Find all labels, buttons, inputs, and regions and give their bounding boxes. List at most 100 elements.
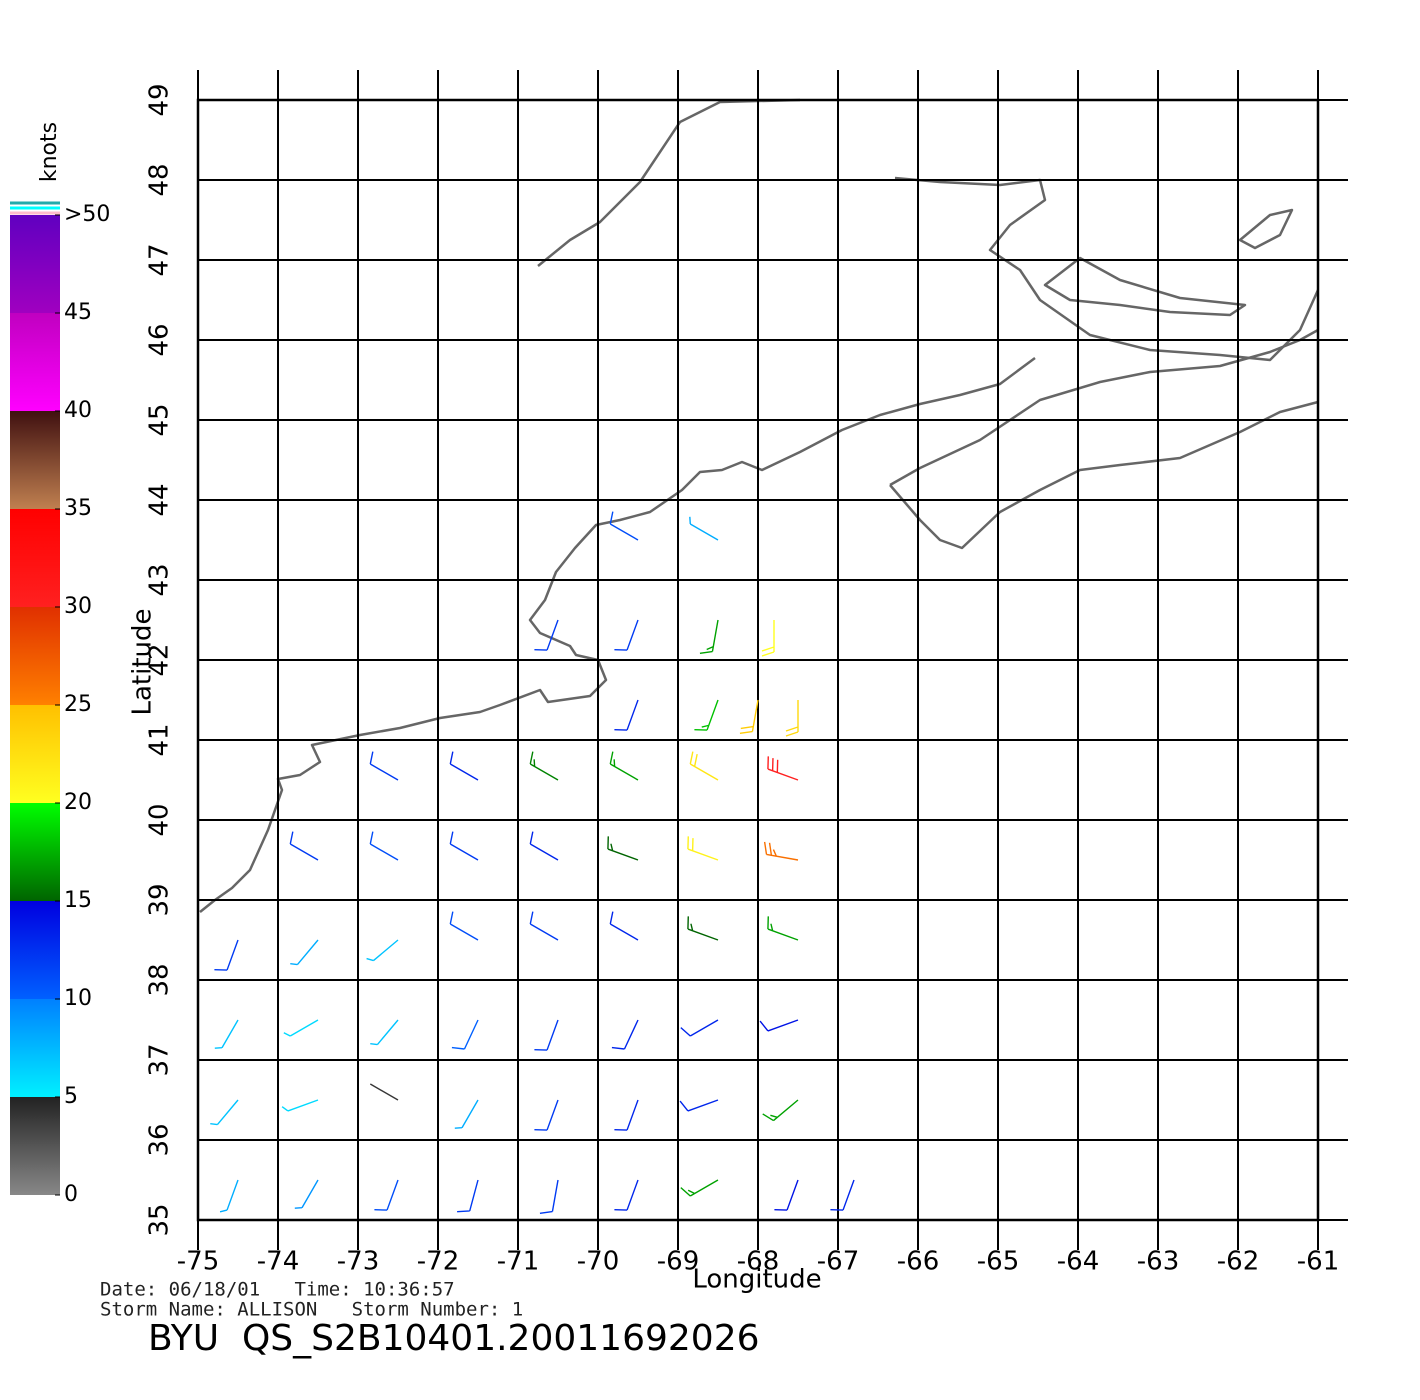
north-shore xyxy=(537,98,1320,362)
x-tick-label: -63 xyxy=(1137,1247,1179,1277)
wind-barb xyxy=(534,619,559,651)
colorbar-tick-label: >50 xyxy=(64,202,110,227)
colorbar-tick-label: 15 xyxy=(64,888,92,913)
wind-barb xyxy=(283,1019,319,1037)
wind-barb xyxy=(694,699,719,731)
colorbar-band xyxy=(10,901,60,999)
us-coast xyxy=(199,356,1036,913)
wind-barb xyxy=(534,1099,559,1131)
wind-barb xyxy=(607,836,639,861)
y-tick-label: 45 xyxy=(145,403,175,436)
nova-scotia xyxy=(889,328,1319,550)
colorbar-tick-label: 25 xyxy=(64,692,92,717)
x-tick-label: -74 xyxy=(257,1247,299,1277)
footer-storm: Storm Name: ALLISON Storm Number: 1 xyxy=(100,1299,523,1321)
wind-barb xyxy=(529,831,559,861)
x-tick-label: -72 xyxy=(417,1247,459,1277)
wind-barb xyxy=(609,511,639,541)
wind-barb xyxy=(214,1019,239,1049)
wind-barb xyxy=(679,1099,719,1112)
y-tick-label: 42 xyxy=(145,643,175,676)
colorbar-band xyxy=(10,607,60,705)
x-tick-label: -71 xyxy=(497,1247,539,1277)
y-tick-label: 44 xyxy=(145,483,175,516)
wind-barb xyxy=(454,1099,479,1129)
x-tick-label: -69 xyxy=(657,1247,699,1277)
wind-barb xyxy=(539,1179,559,1215)
wind-barb xyxy=(449,911,479,941)
x-tick-label: -66 xyxy=(897,1247,939,1277)
y-tick-label: 36 xyxy=(145,1123,175,1156)
wind-barb xyxy=(210,1099,239,1126)
wind-barb xyxy=(689,751,719,781)
x-tick-label: -61 xyxy=(1297,1247,1339,1277)
wind-barb xyxy=(611,1019,639,1050)
wind-barbs xyxy=(210,511,855,1215)
wind-barb xyxy=(374,1179,399,1211)
wind-barb xyxy=(219,1179,239,1213)
wind-barb xyxy=(369,1083,399,1101)
colorbar: 0 5 10 15 20 25 30 35 40 45 >50 xyxy=(10,202,110,1207)
wind-barb xyxy=(449,831,479,861)
colorbar-tick-label: 20 xyxy=(64,790,92,815)
wind-barb xyxy=(609,751,639,781)
wind-barb xyxy=(739,699,759,735)
wind-barb xyxy=(763,841,799,861)
colorbar-band xyxy=(10,313,60,411)
colorbar-band xyxy=(10,1097,60,1195)
colorbar-label: knots xyxy=(37,122,62,182)
wind-barb xyxy=(774,1179,799,1211)
x-tick-label: -65 xyxy=(977,1247,1019,1277)
colorbar-band xyxy=(10,705,60,803)
wind-barb xyxy=(687,836,719,861)
footer-id: BYU QS_S2B10401.20011692026 xyxy=(148,1318,760,1359)
y-tick-label: 47 xyxy=(145,243,175,276)
colorbar-tick-label: 45 xyxy=(64,300,92,325)
colorbar-band xyxy=(10,411,60,509)
wind-barb xyxy=(534,1019,559,1051)
grid: -75 -74 -73 -72 -71 -70 -69 -68 -67 -66 -65 -64 -63 -… xyxy=(145,70,1348,1277)
colorbar-band xyxy=(10,803,60,901)
wind-barb xyxy=(289,831,319,861)
wind-barb xyxy=(451,1019,479,1050)
wind-barb xyxy=(785,700,799,737)
y-tick-label: 40 xyxy=(145,803,175,836)
y-tick-label: 48 xyxy=(145,163,175,196)
colorbar-band xyxy=(10,215,60,313)
wind-barb xyxy=(529,751,559,781)
y-tick-label: 37 xyxy=(145,1043,175,1076)
wind-barb xyxy=(294,1179,319,1209)
wind-barb xyxy=(366,939,399,962)
wind-barb xyxy=(614,699,639,731)
x-tick-label: -64 xyxy=(1057,1247,1099,1277)
wind-barb xyxy=(370,1019,399,1046)
colorbar-tick-label: 5 xyxy=(64,1084,78,1109)
x-tick-label: -75 xyxy=(177,1247,219,1277)
wind-barb xyxy=(689,516,719,541)
y-tick-label: 39 xyxy=(145,883,175,916)
wind-barb xyxy=(762,1099,799,1122)
wind-barb xyxy=(767,756,799,781)
y-axis-label: Latitude xyxy=(128,608,158,715)
wind-barb xyxy=(449,751,479,781)
wind-barb xyxy=(529,911,559,941)
wind-barb xyxy=(687,916,719,941)
island xyxy=(1238,208,1294,250)
y-tick-label: 41 xyxy=(145,723,175,756)
x-axis-label: Longitude xyxy=(692,1265,821,1295)
x-tick-label: -67 xyxy=(817,1247,859,1277)
y-tick-label: 38 xyxy=(145,963,175,996)
wind-barb xyxy=(214,939,239,971)
wind-barb xyxy=(369,751,399,781)
wind-barb xyxy=(761,620,775,657)
x-tick-label: -68 xyxy=(737,1247,779,1277)
colorbar-tick-label: 30 xyxy=(64,594,92,619)
x-tick-label: -62 xyxy=(1217,1247,1259,1277)
wind-barb xyxy=(680,1019,719,1037)
wind-barb xyxy=(369,831,399,861)
wind-barb xyxy=(281,1099,319,1112)
wind-barb xyxy=(699,619,719,655)
wind-barb xyxy=(290,939,319,966)
colorbar-band xyxy=(10,999,60,1097)
wind-barb xyxy=(457,1179,479,1213)
